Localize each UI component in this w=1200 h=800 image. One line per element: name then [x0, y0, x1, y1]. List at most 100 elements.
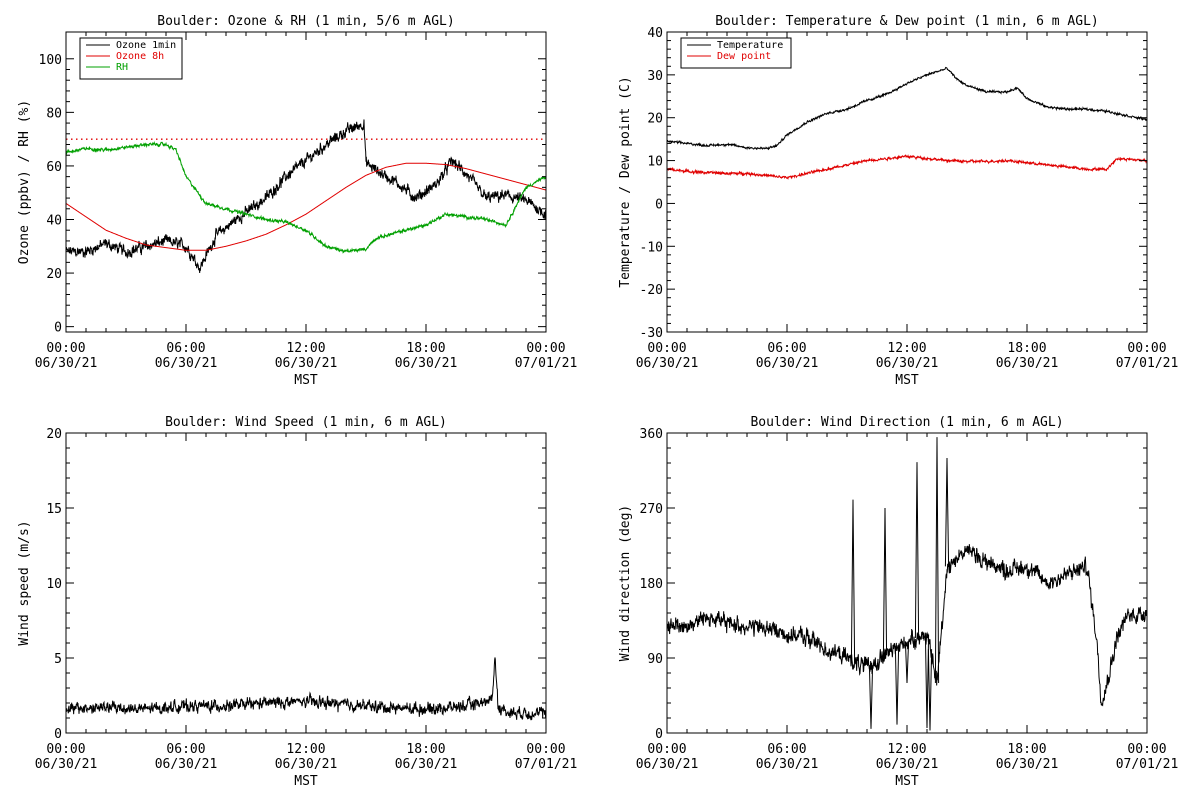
- y-tick-label: -30: [640, 326, 663, 341]
- series-group: [667, 437, 1147, 731]
- series-group: [66, 119, 546, 273]
- x-tick-label-date: 06/30/21: [275, 757, 338, 772]
- x-tick-label-date: 06/30/21: [155, 356, 218, 371]
- x-tick-label-date: 06/30/21: [996, 356, 1059, 371]
- y-axis-label: Wind speed (m/s): [17, 520, 32, 645]
- x-tick-label-date: 06/30/21: [395, 757, 458, 772]
- x-axis-label: MST: [294, 373, 318, 388]
- x-tick-label-time: 00:00: [526, 341, 565, 356]
- series-spike: [882, 507, 888, 656]
- x-tick-label-time: 12:00: [286, 742, 325, 757]
- y-tick-label: 0: [655, 727, 663, 742]
- series-spike: [868, 665, 874, 729]
- x-tick-label-time: 00:00: [1127, 742, 1166, 757]
- series-group: [667, 66, 1147, 180]
- y-axis-label: Ozone (ppbv) / RH (%): [17, 100, 32, 264]
- x-tick-label-date: 06/30/21: [275, 356, 338, 371]
- x-tick-label-date: 06/30/21: [636, 356, 699, 371]
- y-tick-label: 5: [54, 652, 62, 667]
- chart-title: Boulder: Wind Speed (1 min, 6 m AGL): [165, 415, 447, 430]
- y-tick-label: 0: [655, 197, 663, 212]
- y-tick-label: 20: [647, 112, 663, 127]
- x-tick-label-time: 00:00: [46, 742, 85, 757]
- x-tick-label-date: 06/30/21: [756, 356, 819, 371]
- y-tick-label: 180: [640, 577, 663, 592]
- y-tick-label: 20: [46, 267, 62, 282]
- x-axis-label: MST: [895, 373, 919, 388]
- chart-title: Boulder: Temperature & Dew point (1 min,…: [715, 14, 1099, 29]
- x-tick-label-time: 18:00: [1007, 341, 1046, 356]
- x-tick-label-date: 07/01/21: [1116, 356, 1179, 371]
- x-tick-label-time: 12:00: [887, 341, 926, 356]
- y-tick-label: 80: [46, 106, 62, 121]
- legend-label: Dew point: [717, 51, 771, 62]
- x-tick-label-date: 07/01/21: [515, 757, 578, 772]
- x-tick-label-date: 06/30/21: [876, 356, 939, 371]
- legend-label: Temperature: [717, 40, 783, 51]
- x-axis-label: MST: [294, 774, 318, 789]
- x-tick-label-date: 07/01/21: [515, 356, 578, 371]
- chart-title: Boulder: Wind Direction (1 min, 6 m AGL): [750, 415, 1063, 430]
- plot-frame: [666, 432, 1148, 734]
- x-tick-label-date: 06/30/21: [395, 356, 458, 371]
- x-axis-label: MST: [895, 774, 919, 789]
- series-line-2: [667, 154, 1147, 180]
- x-tick-label-time: 00:00: [647, 742, 686, 757]
- y-tick-label: 360: [640, 427, 663, 442]
- x-tick-label-date: 06/30/21: [636, 757, 699, 772]
- legend-label: RH: [116, 62, 128, 73]
- series-line-2: [66, 162, 546, 251]
- chart-panel-2: Boulder: Temperature & Dew point (1 min,…: [618, 14, 1178, 388]
- x-tick-label-time: 12:00: [887, 742, 926, 757]
- chart-panel-4: Boulder: Wind Direction (1 min, 6 m AGL)…: [618, 415, 1178, 789]
- y-tick-label: -20: [640, 283, 663, 298]
- x-tick-label-time: 06:00: [166, 341, 205, 356]
- x-tick-label-date: 06/30/21: [996, 757, 1059, 772]
- x-tick-label-date: 06/30/21: [35, 356, 98, 371]
- y-tick-label: 90: [647, 652, 663, 667]
- x-tick-label-date: 07/01/21: [1116, 757, 1179, 772]
- chart-panel-1: Boulder: Ozone & RH (1 min, 5/6 m AGL) 0 2…: [17, 14, 577, 388]
- x-tick-label-time: 18:00: [1007, 742, 1046, 757]
- y-tick-label: 60: [46, 160, 62, 175]
- series-spike: [944, 457, 950, 567]
- x-tick-label-date: 06/30/21: [756, 757, 819, 772]
- x-tick-label-time: 00:00: [1127, 341, 1166, 356]
- series-spike: [924, 634, 930, 729]
- x-tick-label-date: 06/30/21: [876, 757, 939, 772]
- legend-box: [680, 37, 792, 69]
- x-tick-label-time: 12:00: [286, 341, 325, 356]
- x-tick-label-date: 06/30/21: [35, 757, 98, 772]
- series-spike: [850, 499, 856, 662]
- y-tick-label: 40: [647, 26, 663, 41]
- y-tick-label: 40: [46, 214, 62, 229]
- series-line-3: [66, 140, 546, 255]
- y-axis-label: Temperature / Dew point (C): [618, 76, 633, 287]
- y-tick-label: 100: [39, 53, 62, 68]
- y-tick-label: 270: [640, 502, 663, 517]
- chart-panel-3: Boulder: Wind Speed (1 min, 6 m AGL) 0 5 10…: [17, 415, 577, 789]
- series-line-1: [667, 66, 1147, 151]
- y-tick-label: 0: [54, 727, 62, 742]
- x-tick-label-time: 06:00: [767, 742, 806, 757]
- x-tick-label-time: 00:00: [46, 341, 85, 356]
- legend-label: Ozone 8h: [116, 51, 164, 62]
- legend-label: Ozone 1min: [116, 40, 176, 51]
- plot-frame: [666, 31, 1148, 333]
- chart-title: Boulder: Ozone & RH (1 min, 5/6 m AGL): [157, 14, 454, 29]
- y-tick-label: -10: [640, 240, 663, 255]
- y-tick-label: 30: [647, 69, 663, 84]
- series-line-1: [66, 119, 546, 273]
- y-tick-label: 0: [54, 321, 62, 336]
- series-spike: [927, 649, 933, 731]
- series-spike: [914, 462, 920, 639]
- series-spike: [934, 437, 940, 684]
- series-group: [66, 657, 546, 721]
- series-line-1: [667, 544, 1147, 707]
- x-tick-label-date: 06/30/21: [155, 757, 218, 772]
- y-axis-label: Wind direction (deg): [618, 505, 633, 662]
- x-tick-label-time: 18:00: [406, 341, 445, 356]
- y-tick-label: 20: [46, 427, 62, 442]
- y-tick-label: 10: [647, 155, 663, 170]
- x-tick-label-time: 00:00: [526, 742, 565, 757]
